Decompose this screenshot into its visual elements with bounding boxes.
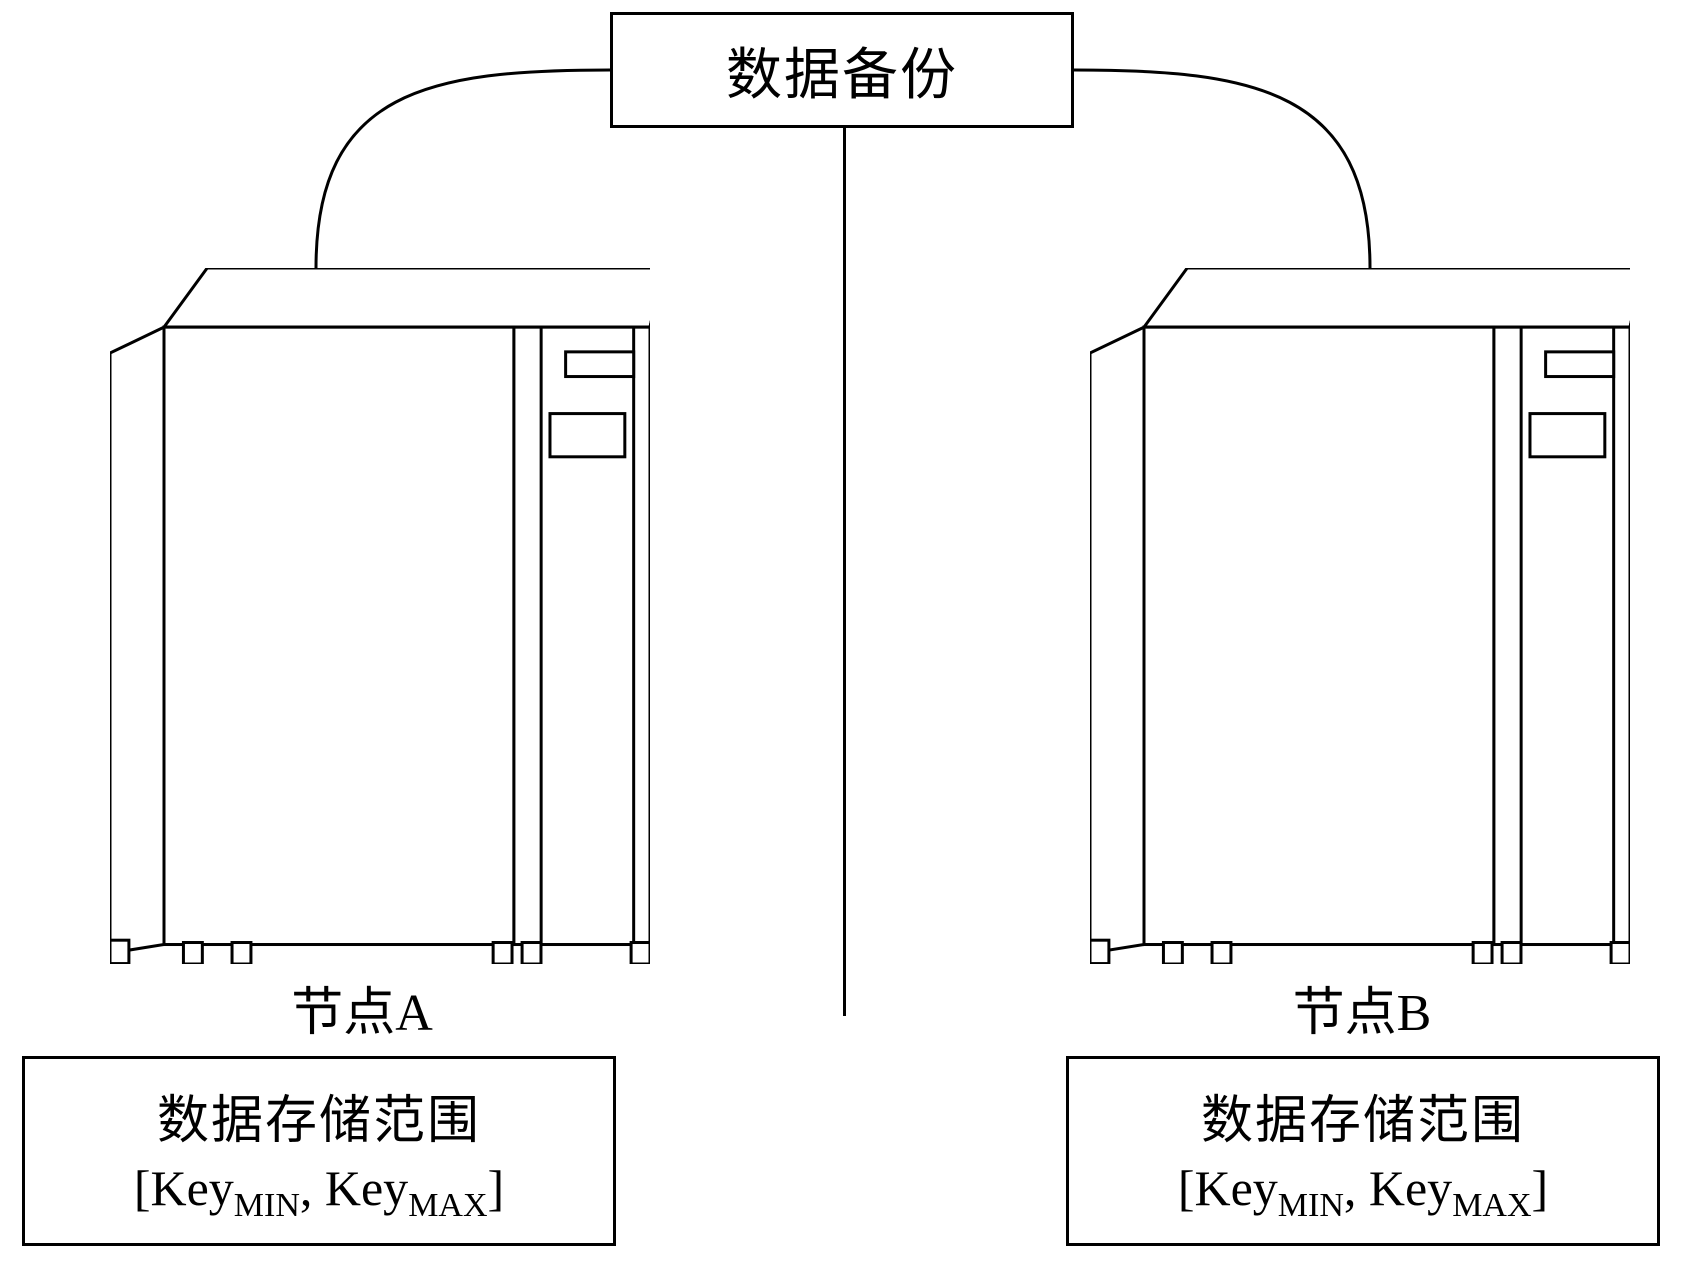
range-b-value: [KeyMIN, KeyMAX] <box>1178 1159 1548 1225</box>
range-box-b: 数据存储范围 [KeyMIN, KeyMAX] <box>1066 1056 1660 1246</box>
range-a-value: [KeyMIN, KeyMAX] <box>134 1159 504 1225</box>
center-divider-line <box>843 128 846 1016</box>
node-b-label: 节点B <box>1262 970 1462 1045</box>
backup-box: 数据备份 <box>610 12 1074 128</box>
backup-label: 数据备份 <box>726 30 958 111</box>
range-a-title: 数据存储范围 <box>157 1078 481 1153</box>
range-b-title: 数据存储范围 <box>1201 1078 1525 1153</box>
server-node-b <box>1090 268 1630 964</box>
server-node-a <box>110 268 650 964</box>
node-a-label: 节点A <box>262 970 462 1045</box>
range-box-a: 数据存储范围 [KeyMIN, KeyMAX] <box>22 1056 616 1246</box>
